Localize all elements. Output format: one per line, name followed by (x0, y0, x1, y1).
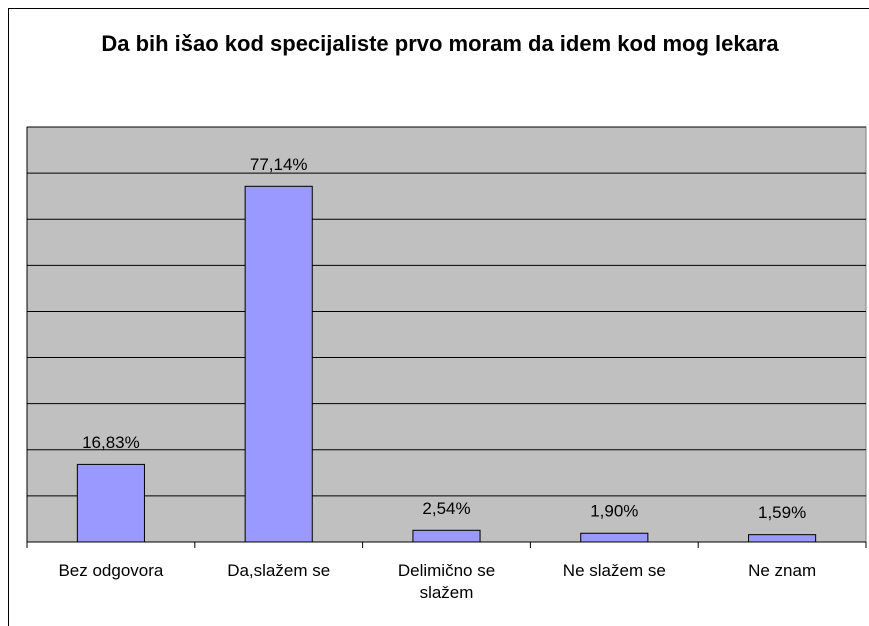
bar (76, 463, 145, 543)
plot-area (26, 126, 867, 543)
bar (580, 532, 649, 543)
chart-title: Da bih išao kod specijaliste prvo moram … (101, 31, 779, 56)
data-label: 2,54% (422, 499, 470, 518)
x-tick-label: Delimično se slažem (397, 561, 496, 602)
bar (748, 534, 817, 543)
bar (244, 185, 313, 543)
x-tick-label: Ne znam (748, 561, 817, 580)
bar (412, 529, 481, 543)
x-tick-label: Bez odgovora (58, 561, 164, 580)
x-tick-label: Ne slažem se (562, 561, 666, 580)
data-label: 16,83% (82, 433, 140, 452)
data-label: 1,59% (758, 503, 806, 522)
chart-border (8, 8, 869, 626)
data-label: 77,14% (250, 155, 308, 174)
x-tick-label: Da,slažem se (227, 561, 331, 580)
data-label: 1,90% (590, 502, 638, 521)
